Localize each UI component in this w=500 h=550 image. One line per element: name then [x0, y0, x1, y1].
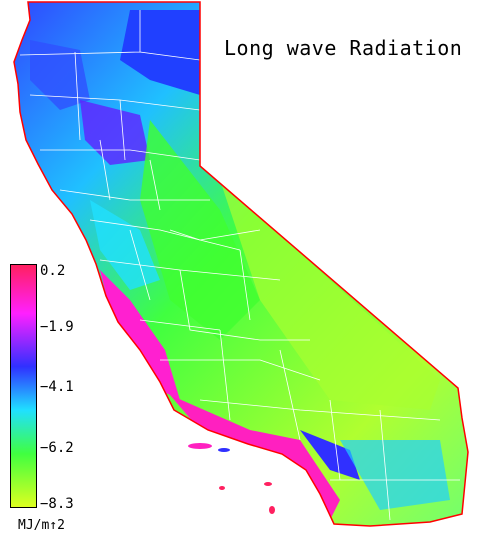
- channel-islands: [188, 443, 275, 514]
- legend-tick-4: −6.2: [40, 440, 74, 456]
- coastline: [13, 1, 469, 527]
- legend-unit: MJ/m↑2: [18, 518, 65, 533]
- legend-tick-min: −8.3: [40, 496, 74, 512]
- legend-tick-2: −1.9: [40, 319, 74, 335]
- map-title: Long wave Radiation: [224, 36, 463, 60]
- legend-tick-max: 0.2: [40, 263, 66, 279]
- county-lines: [19, 10, 460, 521]
- legend-color-bar: [10, 264, 37, 508]
- legend-tick-3: −4.1: [40, 379, 74, 395]
